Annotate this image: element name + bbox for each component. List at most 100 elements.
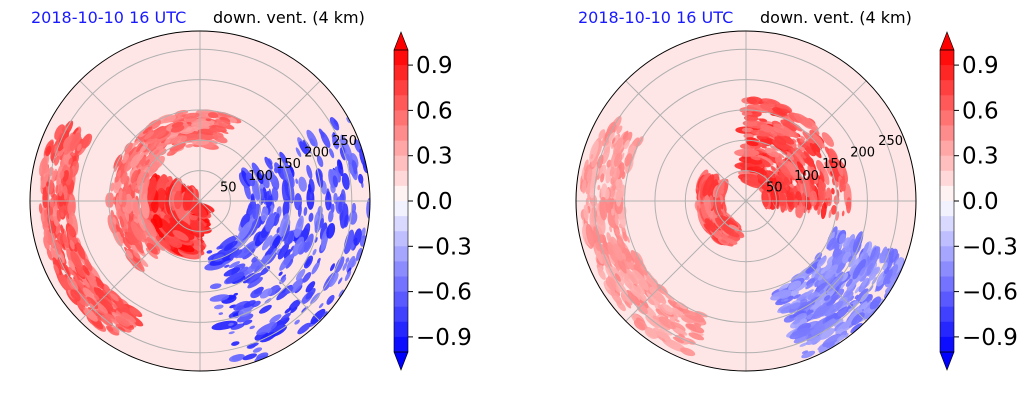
- feature-blob: [224, 264, 230, 268]
- feature-blob: [140, 158, 147, 166]
- feature-blob: [655, 308, 669, 319]
- feature-blob: [757, 178, 771, 193]
- feature-blob: [741, 127, 754, 133]
- feature-blob: [662, 304, 674, 313]
- feature-blob: [332, 175, 338, 188]
- feature-blob: [284, 230, 295, 246]
- feature-blob: [672, 336, 685, 344]
- feature-blob: [839, 178, 846, 192]
- feature-blob: [622, 231, 628, 242]
- colorbar-segment: [394, 231, 408, 247]
- feature-blob: [173, 190, 183, 210]
- feature-blob: [590, 154, 594, 160]
- colorbar-segment: [394, 261, 408, 277]
- feature-blob: [295, 178, 299, 184]
- colorbar-tick-label: −0.6: [962, 280, 1018, 306]
- feature-blob: [602, 234, 607, 243]
- feature-blob: [597, 184, 601, 191]
- feature-blob: [625, 296, 631, 303]
- feature-blob: [69, 239, 75, 250]
- feature-blob: [170, 151, 176, 156]
- feature-blob: [144, 131, 155, 140]
- colorbar-segment: [940, 185, 954, 202]
- feature-blob: [297, 322, 311, 335]
- feature-blob: [316, 155, 324, 168]
- feature-blob: [340, 134, 349, 149]
- feature-blob: [796, 161, 807, 176]
- feature-blob: [649, 286, 659, 297]
- feature-blob: [702, 174, 715, 197]
- feature-blob: [249, 325, 255, 330]
- feature-blob: [299, 141, 308, 155]
- feature-blob: [280, 312, 291, 321]
- feature-blob: [247, 277, 263, 289]
- feature-blob: [796, 138, 807, 148]
- feature-blob: [82, 307, 98, 322]
- colorbar-segment: [394, 185, 408, 202]
- colorbar-segment: [394, 155, 408, 172]
- feature-blob: [117, 326, 126, 332]
- feature-blob: [171, 135, 188, 144]
- feature-blob: [221, 255, 230, 260]
- feature-blob: [158, 148, 167, 156]
- feature-blob: [596, 210, 600, 217]
- colorbar-segment: [940, 246, 954, 262]
- feature-blob: [55, 184, 59, 194]
- feature-blob: [277, 243, 290, 260]
- feature-blob: [647, 298, 655, 306]
- feature-blob: [791, 153, 801, 164]
- colorbar-segment: [940, 125, 954, 141]
- feature-blob: [720, 239, 727, 244]
- feature-blob: [75, 237, 79, 243]
- radial-tick-label: 250: [878, 134, 903, 149]
- feature-blob: [133, 200, 140, 216]
- feature-blob: [85, 272, 98, 288]
- radial-tick-label: 50: [220, 180, 237, 195]
- feature-blob: [151, 155, 165, 170]
- feature-blob: [129, 307, 140, 316]
- feature-blob: [271, 186, 279, 202]
- feature-blob: [134, 242, 144, 254]
- feature-blob: [721, 233, 729, 240]
- feature-blob: [63, 152, 71, 164]
- colorbar-segment: [394, 110, 408, 126]
- feature-blob: [329, 272, 339, 287]
- feature-blob: [346, 255, 356, 273]
- feature-blob: [680, 347, 696, 357]
- feature-blob: [161, 139, 167, 144]
- grid-spoke: [199, 80, 321, 202]
- feature-blob: [675, 303, 681, 308]
- feature-blob: [294, 319, 300, 325]
- plot-title: down. vent. (4 km): [760, 8, 912, 27]
- feature-blob: [608, 132, 615, 143]
- feature-blob: [54, 155, 60, 166]
- feature-blob: [69, 132, 82, 152]
- feature-blob: [626, 268, 638, 285]
- feature-blob: [42, 220, 49, 232]
- feature-blob: [121, 171, 128, 185]
- colorbar-segment: [394, 306, 408, 323]
- feature-blob: [103, 311, 115, 321]
- colorbar-segment: [394, 50, 408, 66]
- feature-blob: [264, 156, 273, 170]
- feature-blob: [102, 295, 113, 306]
- feature-blob: [790, 159, 801, 171]
- feature-blob: [252, 347, 263, 353]
- feature-blob: [62, 233, 69, 249]
- feature-blob: [605, 163, 613, 184]
- feature-blob: [600, 173, 605, 183]
- feature-blob: [279, 151, 288, 166]
- feature-blob: [322, 311, 328, 317]
- feature-blob: [319, 217, 324, 229]
- feature-blob: [606, 159, 612, 168]
- feature-blob: [351, 160, 358, 172]
- feature-blob: [269, 314, 282, 324]
- feature-blob: [256, 171, 264, 185]
- feature-blob: [750, 155, 761, 161]
- feature-blob: [780, 149, 788, 155]
- feature-blob: [144, 219, 157, 238]
- feature-blob: [688, 332, 705, 341]
- feature-blob: [628, 283, 641, 298]
- feature-blob: [609, 254, 615, 265]
